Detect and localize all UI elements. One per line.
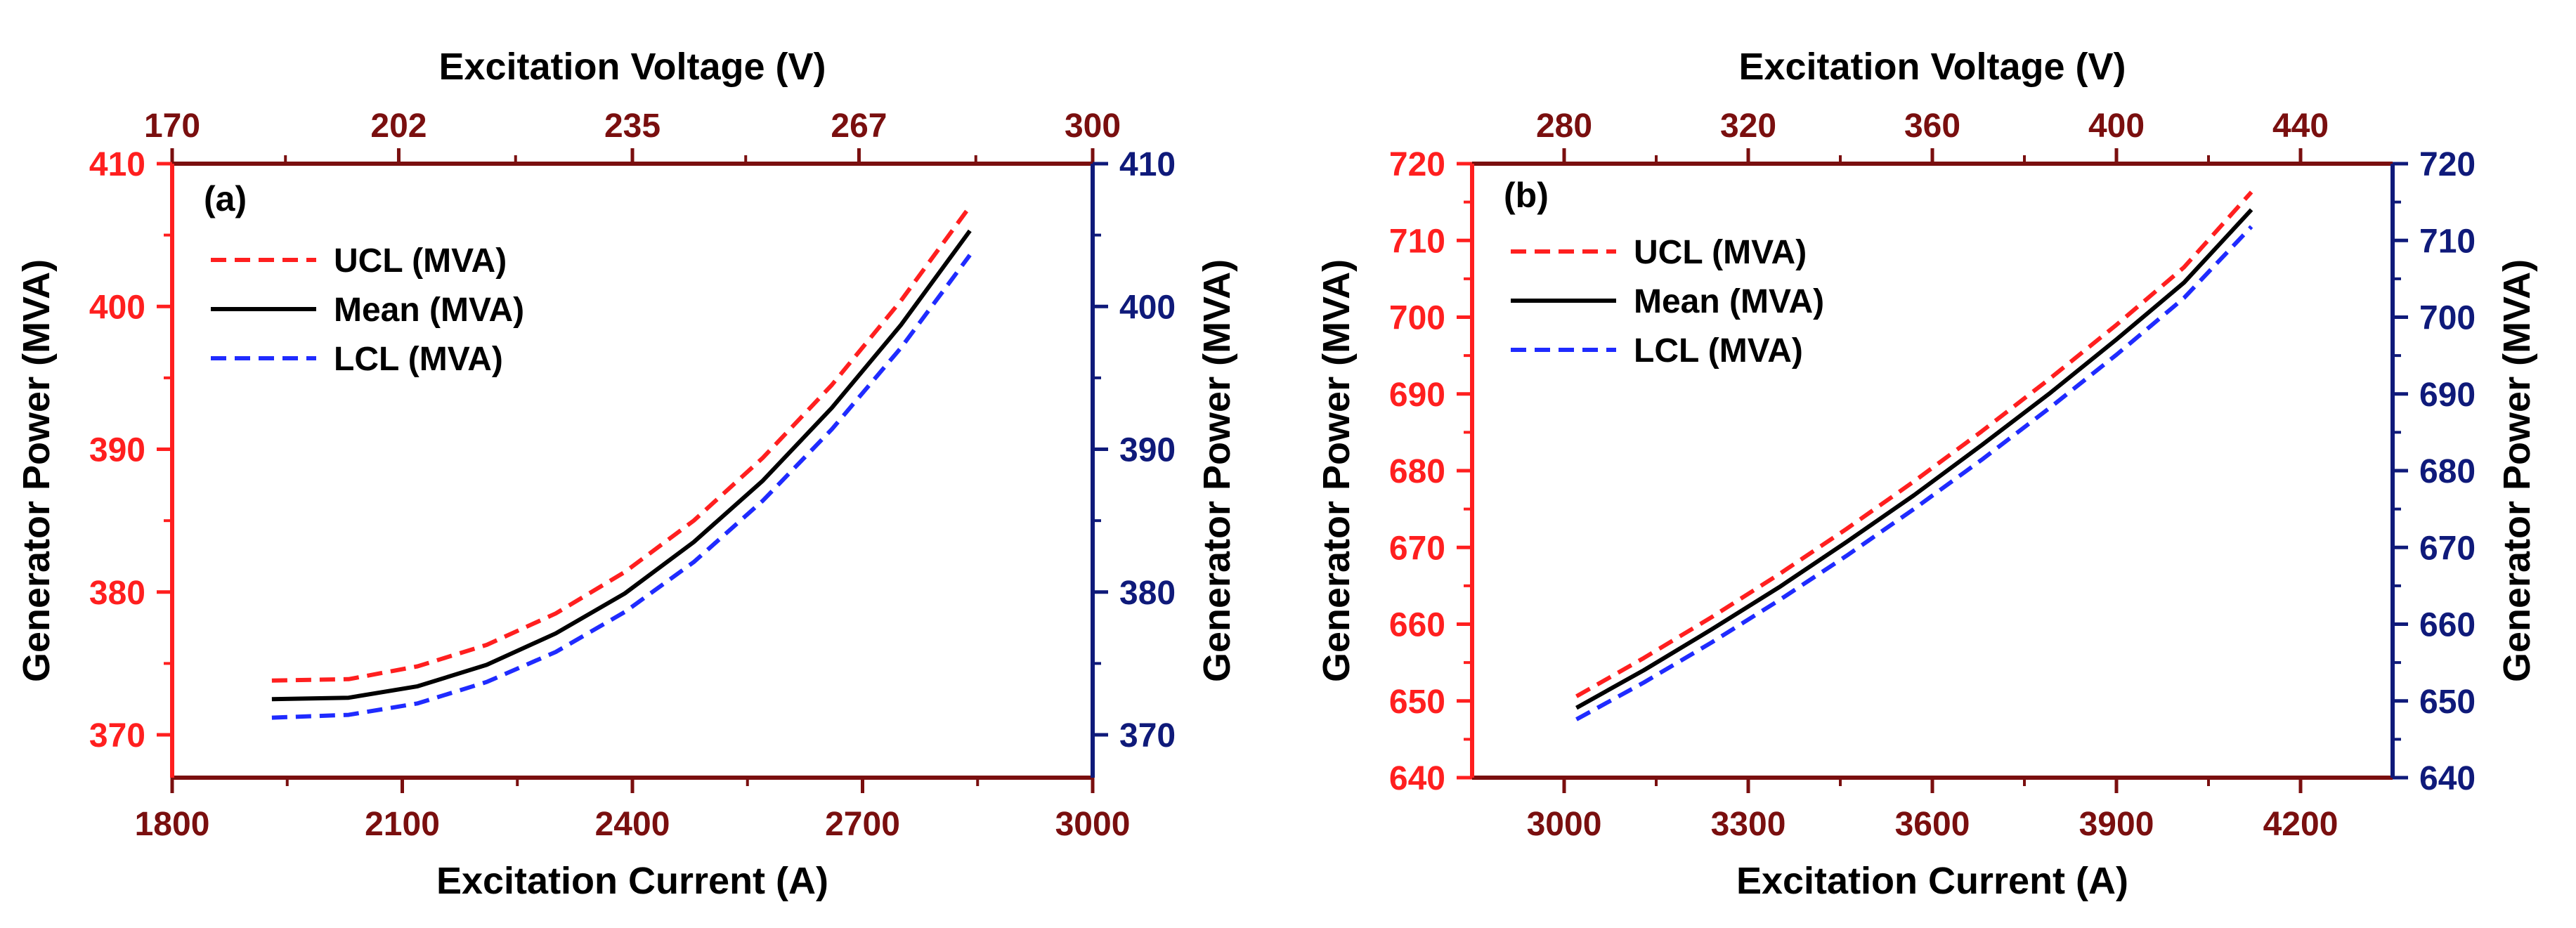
y-axis-title: Generator Power (MVA) — [1315, 259, 1358, 682]
x2-tick-label: 202 — [370, 107, 427, 145]
y-tick-label: 640 — [1389, 760, 1445, 797]
y-tick-label: 380 — [89, 575, 145, 612]
y-tick-label: 670 — [1389, 530, 1445, 567]
x2-tick-label: 400 — [2088, 107, 2145, 145]
y2-axis-title: Generator Power (MVA) — [1196, 259, 1238, 682]
x-tick-label: 1800 — [135, 806, 210, 843]
chart-panel-a: 1800 2100 2400 2700 3000 170 202 235 267 300 370 38… — [15, 46, 1238, 902]
legend-label: LCL (MVA) — [1634, 332, 1803, 370]
panel-label: (b) — [1504, 176, 1549, 215]
legend-label: LCL (MVA) — [334, 341, 503, 378]
legend-label: UCL (MVA) — [334, 242, 507, 280]
y2-tick-label: 670 — [2419, 530, 2476, 567]
y2-tick-label: 700 — [2419, 300, 2476, 337]
x-tick-label: 2700 — [825, 806, 900, 843]
x-tick-label: 3000 — [1527, 806, 1602, 843]
y2-tick-label: 380 — [1119, 575, 1176, 612]
y2-tick-label: 660 — [2419, 607, 2476, 644]
y-tick-label: 650 — [1389, 684, 1445, 721]
legend-label: Mean (MVA) — [1634, 283, 1824, 320]
y-tick-label: 370 — [89, 717, 145, 754]
x2-tick-label: 280 — [1536, 107, 1592, 145]
series-line-lcl — [271, 254, 972, 720]
legend-label: UCL (MVA) — [1634, 234, 1807, 271]
series-line-mean — [1575, 208, 2253, 710]
y-tick-label: 400 — [89, 289, 145, 326]
series-line-ucl — [271, 205, 972, 683]
x-tick-label: 3900 — [2079, 806, 2154, 843]
y2-tick-label: 710 — [2419, 223, 2476, 260]
y-tick-label: 690 — [1389, 377, 1445, 414]
x-tick-label: 3600 — [1895, 806, 1970, 843]
y2-tick-label: 370 — [1119, 717, 1176, 754]
chart-panel-b: 3000 3300 3600 3900 4200 280 320 360 400 440 640 65… — [1315, 46, 2538, 902]
y-tick-label: 410 — [89, 146, 145, 183]
y2-axis-title: Generator Power (MVA) — [2496, 259, 2538, 682]
x2-tick-label: 300 — [1065, 107, 1121, 145]
x2-tick-label: 360 — [1904, 107, 1960, 145]
y-axis-title: Generator Power (MVA) — [15, 259, 58, 682]
x-tick-label: 2400 — [595, 806, 670, 843]
y-tick-label: 390 — [89, 432, 145, 469]
series-line-mean — [271, 229, 972, 702]
x2-tick-label: 170 — [144, 107, 200, 145]
y2-tick-label: 680 — [2419, 453, 2476, 490]
y-tick-label: 700 — [1389, 300, 1445, 337]
y2-tick-label: 720 — [2419, 146, 2476, 183]
x-tick-label: 2100 — [365, 806, 440, 843]
y-tick-label: 680 — [1389, 453, 1445, 490]
y2-tick-label: 410 — [1119, 146, 1176, 183]
legend-label: Mean (MVA) — [334, 292, 524, 329]
y2-tick-label: 640 — [2419, 760, 2476, 797]
x2-axis-title: Excitation Voltage (V) — [438, 46, 826, 88]
y2-tick-label: 650 — [2419, 684, 2476, 721]
x-axis-title: Excitation Current (A) — [1736, 860, 2128, 902]
x2-axis-title: Excitation Voltage (V) — [1738, 46, 2126, 88]
x-axis-title: Excitation Current (A) — [436, 860, 828, 902]
series-line-lcl — [1575, 225, 2253, 721]
x-tick-label: 3000 — [1055, 806, 1131, 843]
y2-tick-label: 400 — [1119, 289, 1176, 326]
x2-tick-label: 320 — [1720, 107, 1776, 145]
y-tick-label: 660 — [1389, 607, 1445, 644]
x2-tick-label: 235 — [604, 107, 661, 145]
y2-tick-label: 390 — [1119, 432, 1176, 469]
x-tick-label: 3300 — [1711, 806, 1786, 843]
y2-tick-label: 690 — [2419, 377, 2476, 414]
x2-tick-label: 267 — [831, 107, 887, 145]
y-tick-label: 720 — [1389, 146, 1445, 183]
series-line-ucl — [1575, 190, 2253, 698]
x-tick-label: 4200 — [2263, 806, 2338, 843]
y-tick-label: 710 — [1389, 223, 1445, 260]
panel-label: (a) — [204, 179, 247, 218]
x2-tick-label: 440 — [2272, 107, 2329, 145]
